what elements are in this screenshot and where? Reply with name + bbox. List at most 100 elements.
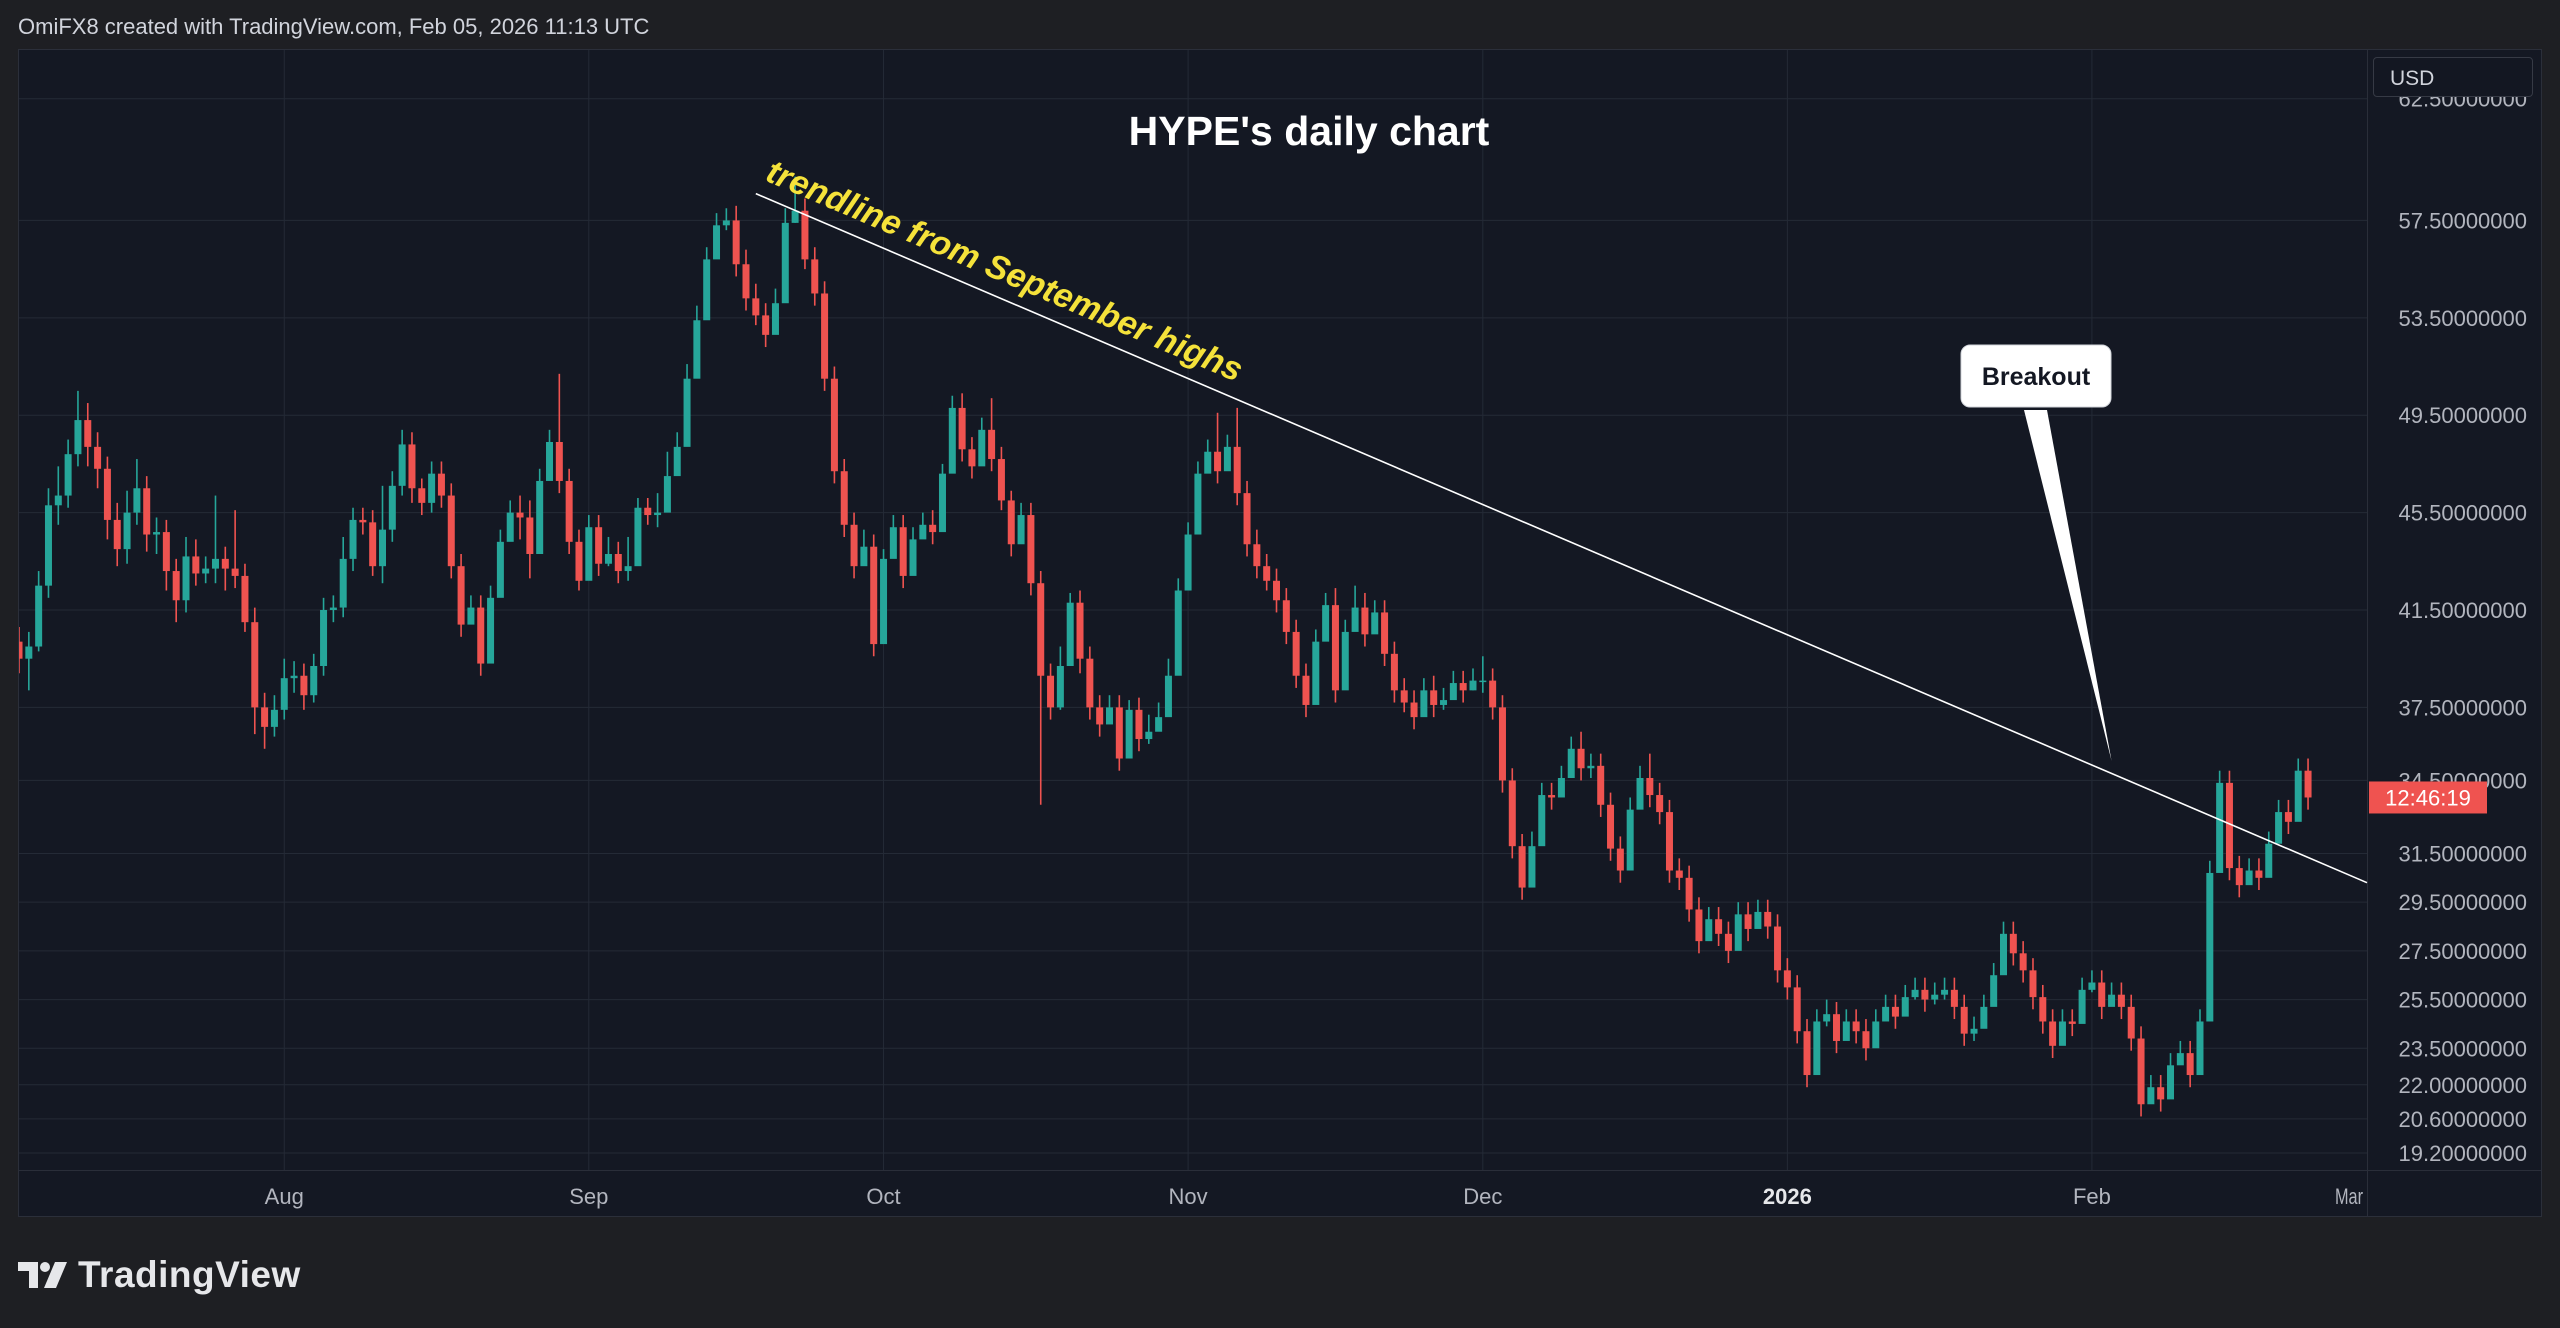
candle-body[interactable]: [516, 512, 524, 518]
candle-body[interactable]: [1155, 717, 1163, 732]
candle-body[interactable]: [2216, 782, 2224, 873]
candle-body[interactable]: [320, 610, 328, 666]
currency-selector[interactable]: USD: [2373, 57, 2533, 97]
candle-body[interactable]: [1636, 778, 1644, 810]
candle-body[interactable]: [202, 568, 210, 574]
candle-body[interactable]: [2206, 872, 2214, 1022]
trendline[interactable]: [755, 192, 2368, 884]
candle-body[interactable]: [123, 512, 131, 550]
candle-body[interactable]: [1273, 580, 1281, 601]
candle-body[interactable]: [1489, 680, 1497, 708]
candle-body[interactable]: [143, 488, 151, 535]
candle-body[interactable]: [2019, 953, 2027, 971]
candle-body[interactable]: [1675, 870, 1683, 878]
candle-body[interactable]: [359, 519, 367, 523]
candle-body[interactable]: [2068, 1021, 2076, 1024]
candle-body[interactable]: [742, 264, 750, 299]
candle-body[interactable]: [1941, 989, 1949, 995]
candle-body[interactable]: [850, 524, 858, 567]
candle-body[interactable]: [339, 558, 347, 608]
candle-body[interactable]: [771, 303, 779, 335]
candle-body[interactable]: [1302, 675, 1310, 705]
candle-body[interactable]: [644, 507, 652, 516]
candle-body[interactable]: [938, 473, 946, 533]
candle-body[interactable]: [231, 568, 239, 576]
candle-body[interactable]: [909, 539, 917, 576]
candle-body[interactable]: [1764, 911, 1772, 927]
candle-body[interactable]: [428, 473, 436, 503]
candle-body[interactable]: [1056, 666, 1064, 708]
candle-body[interactable]: [1351, 607, 1359, 632]
candle-body[interactable]: [103, 468, 111, 520]
candle-body[interactable]: [791, 210, 799, 223]
candle-body[interactable]: [251, 622, 259, 708]
candle-body[interactable]: [2255, 870, 2263, 878]
candle-body[interactable]: [506, 512, 514, 542]
candle-body[interactable]: [1282, 600, 1290, 632]
candle-body[interactable]: [1882, 1006, 1890, 1022]
candle-body[interactable]: [1066, 602, 1074, 666]
candle-body[interactable]: [2117, 994, 2125, 1007]
candle-body[interactable]: [1115, 707, 1123, 759]
candle-body[interactable]: [526, 517, 534, 554]
candle-body[interactable]: [25, 646, 33, 659]
candle-body[interactable]: [1734, 914, 1742, 951]
candle-body[interactable]: [1292, 631, 1300, 676]
candle-body[interactable]: [1960, 1006, 1968, 1034]
candle-body[interactable]: [1774, 926, 1782, 971]
candle-body[interactable]: [261, 707, 269, 727]
candle-body[interactable]: [722, 220, 730, 226]
candle-body[interactable]: [565, 480, 573, 542]
candle-body[interactable]: [487, 597, 495, 664]
candle-body[interactable]: [35, 585, 43, 647]
candle-body[interactable]: [1096, 707, 1104, 725]
candle-body[interactable]: [1125, 709, 1133, 759]
candle-body[interactable]: [447, 495, 455, 567]
candle-body[interactable]: [1430, 690, 1438, 705]
candle-body[interactable]: [703, 259, 711, 321]
candle-body[interactable]: [968, 449, 976, 467]
candle-body[interactable]: [211, 558, 219, 569]
candle-body[interactable]: [2088, 982, 2096, 990]
candle-body[interactable]: [1970, 1028, 1978, 1034]
candle-body[interactable]: [555, 442, 563, 481]
candle-body[interactable]: [546, 442, 554, 481]
candle-body[interactable]: [1498, 707, 1506, 781]
candle-body[interactable]: [153, 532, 161, 535]
candle-body[interactable]: [2058, 1021, 2066, 1046]
candle-body[interactable]: [2235, 868, 2243, 886]
candle-body[interactable]: [1803, 1031, 1811, 1076]
candle-body[interactable]: [1852, 1021, 1860, 1032]
candle-body[interactable]: [2186, 1053, 2194, 1076]
candle-body[interactable]: [1724, 933, 1732, 951]
candle-body[interactable]: [801, 210, 809, 260]
candle-body[interactable]: [1174, 590, 1182, 676]
candle-body[interactable]: [575, 541, 583, 581]
candle-body[interactable]: [1626, 809, 1634, 871]
candle-body[interactable]: [94, 446, 102, 469]
candle-body[interactable]: [1842, 1021, 1850, 1041]
candle-body[interactable]: [2000, 933, 2008, 976]
candle-body[interactable]: [978, 429, 986, 467]
candle-body[interactable]: [1921, 989, 1929, 1000]
candle-body[interactable]: [683, 378, 691, 447]
candle-body[interactable]: [1459, 683, 1467, 691]
candle-body[interactable]: [192, 556, 200, 574]
candle-body[interactable]: [162, 532, 170, 572]
candle-body[interactable]: [1950, 989, 1958, 1007]
candle-body[interactable]: [889, 527, 897, 559]
candle-body[interactable]: [2157, 1087, 2165, 1100]
candle-body[interactable]: [2029, 970, 2037, 998]
candle-body[interactable]: [1479, 680, 1487, 683]
candle-body[interactable]: [1263, 566, 1271, 581]
candle-body[interactable]: [408, 444, 416, 489]
candle-body[interactable]: [1440, 700, 1448, 705]
candle-body[interactable]: [585, 527, 593, 581]
candle-body[interactable]: [654, 512, 662, 516]
candle-body[interactable]: [310, 666, 318, 696]
candle-body[interactable]: [1017, 515, 1025, 545]
candle-body[interactable]: [349, 519, 357, 559]
candle-body[interactable]: [919, 524, 927, 540]
candle-body[interactable]: [477, 607, 485, 664]
candle-body[interactable]: [988, 429, 996, 460]
